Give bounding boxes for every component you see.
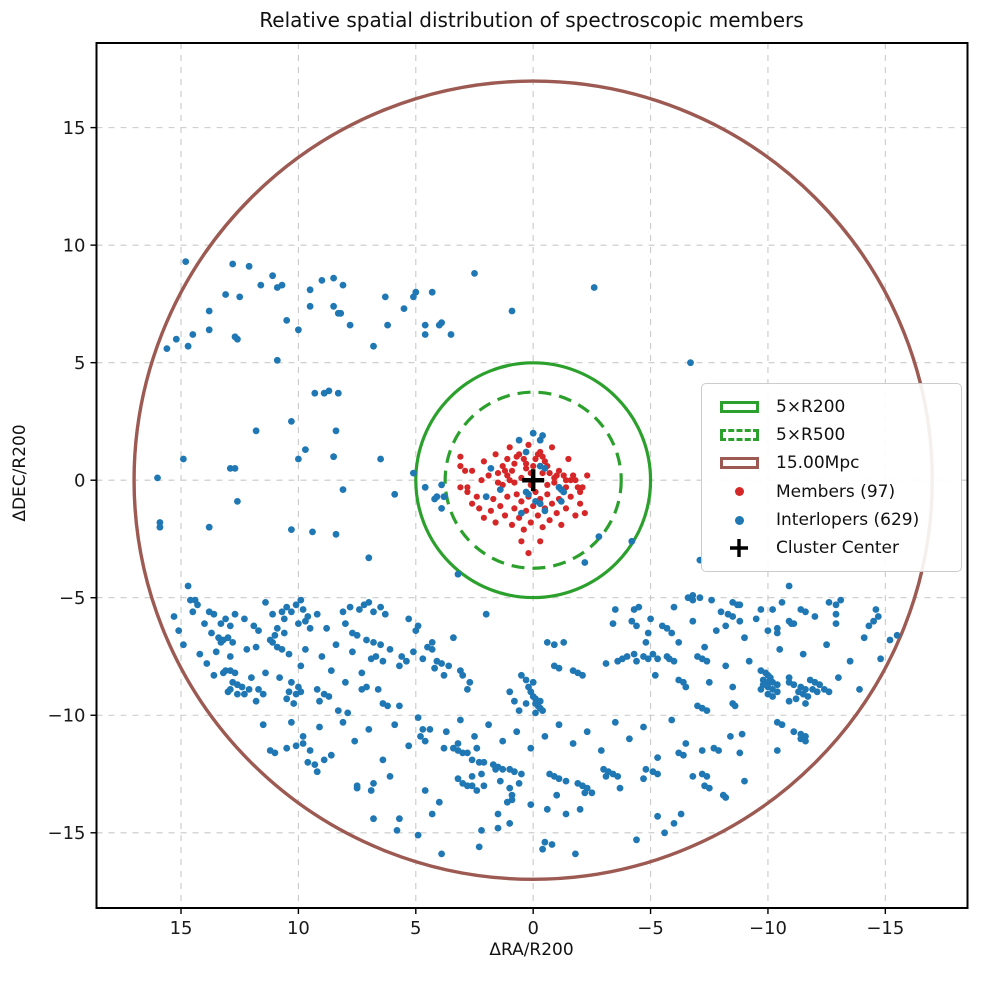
legend-label-1: 5×R500 [776, 424, 846, 445]
svg-text:−10: −10 [749, 918, 787, 939]
legend-rect-dashed-icon [716, 428, 762, 441]
legend-item-4: Interlopers (629) [716, 507, 947, 534]
legend-label-2: 15.00Mpc [776, 453, 860, 474]
chart-title: Relative spatial distribution of spectro… [259, 8, 804, 32]
svg-text:0: 0 [74, 471, 85, 492]
y-axis-label: ΔDEC/R200 [10, 424, 30, 522]
svg-text:−5: −5 [59, 588, 86, 609]
legend-label-0: 5×R200 [776, 396, 846, 417]
axes-frame [95, 42, 969, 909]
legend-label-4: Interlopers (629) [776, 510, 920, 531]
legend-item-1: 5×R500 [716, 421, 947, 448]
legend-rect-solid-icon [716, 400, 762, 413]
tick-labels: 15 10 5 0 −5 −10 −15 −15 −10 −5 0 5 10 15 [48, 118, 905, 939]
legend-label-5: Cluster Center [776, 538, 899, 559]
svg-text:−5: −5 [637, 918, 664, 939]
legend-label-3: Members (97) [776, 481, 896, 502]
circle-5xR500 [443, 390, 623, 570]
legend-item-2: 15.00Mpc [716, 450, 947, 477]
svg-text:10: 10 [287, 918, 310, 939]
scatter-interlopers [154, 258, 901, 858]
svg-text:15: 15 [170, 918, 193, 939]
x-axis-label: ΔRA/R200 [489, 940, 574, 960]
svg-text:−10: −10 [48, 706, 86, 727]
scatter-members [457, 441, 591, 557]
legend-item-0: 5×R200 [716, 393, 947, 420]
axis-ticks [90, 126, 887, 914]
legend-plus-icon [716, 537, 762, 559]
svg-text:15: 15 [63, 118, 86, 139]
legend: 5×R200 5×R500 15.00Mpc Members (97) Interlop… [701, 383, 962, 572]
svg-text:5: 5 [74, 353, 85, 374]
legend-rect-solid-icon [716, 457, 762, 470]
svg-text:−15: −15 [48, 823, 86, 844]
circle-5xR200 [414, 361, 653, 600]
legend-item-5: Cluster Center [716, 535, 947, 562]
svg-text:5: 5 [410, 918, 421, 939]
svg-text:0: 0 [527, 918, 538, 939]
svg-text:10: 10 [63, 235, 86, 256]
legend-item-3: Members (97) [716, 478, 947, 505]
cluster-center-marker [522, 469, 545, 492]
legend-dot-icon [716, 487, 762, 497]
legend-dot-icon [716, 515, 762, 525]
svg-text:−15: −15 [866, 918, 904, 939]
